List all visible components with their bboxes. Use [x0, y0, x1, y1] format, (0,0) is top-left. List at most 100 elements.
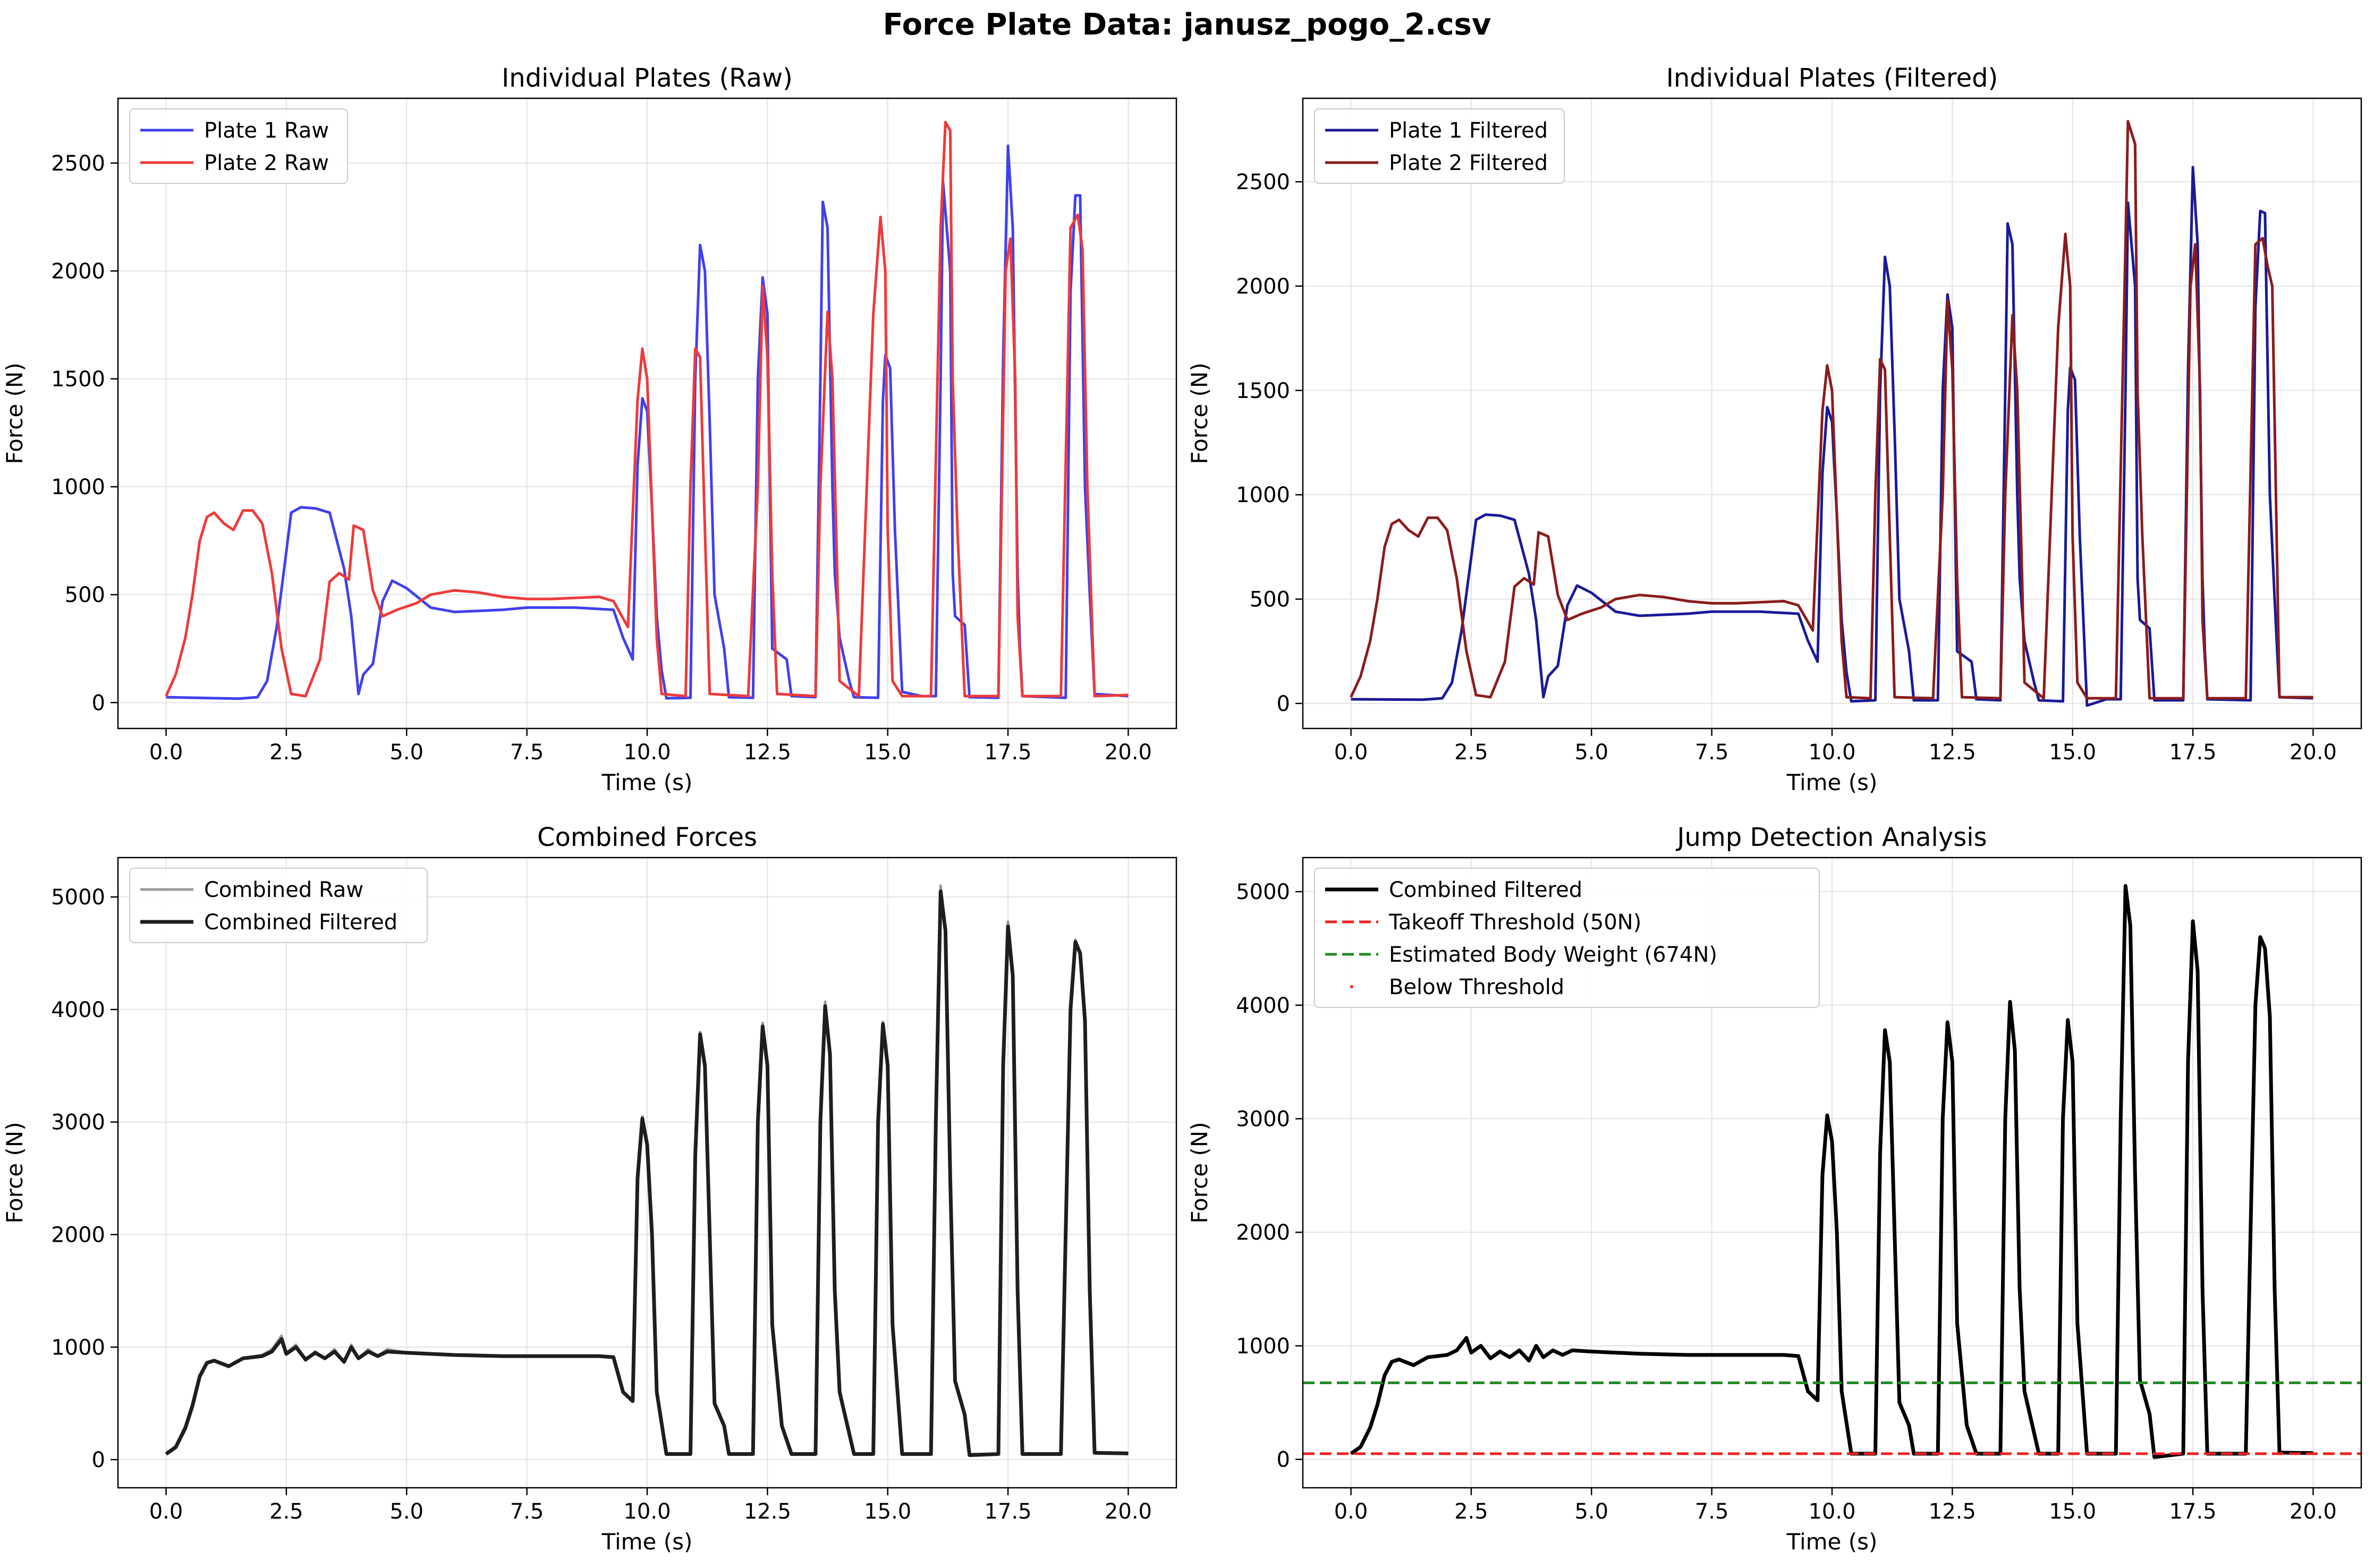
x-tick-label: 5.0	[389, 740, 423, 765]
x-tick-label: 5.0	[1574, 1499, 1608, 1524]
x-tick-label: 12.5	[744, 740, 791, 765]
panel-jump-detection: 0.0 2.5 5.0 7.5 10.0 12.5 15.0 17.5 20.0 0 1000 200…	[1186, 823, 2362, 1555]
x-tick-label: 15.0	[864, 1499, 911, 1524]
y-axis-label: Force (N)	[2, 362, 28, 464]
legend-marker-4	[1350, 985, 1353, 988]
legend-box	[1314, 868, 1820, 1008]
x-axis-label: Time (s)	[1786, 769, 1878, 795]
x-tick-label: 7.5	[510, 740, 544, 765]
x-tick-label: 2.5	[269, 1499, 303, 1524]
y-tick-label: 1000	[1236, 483, 1290, 507]
y-tick-label: 0	[92, 1448, 105, 1472]
y-tick-label: 5000	[51, 885, 105, 910]
legend-label-2: Plate 2 Raw	[204, 151, 329, 175]
y-tick-label: 500	[1250, 588, 1290, 612]
x-tick-label: 5.0	[1574, 740, 1608, 765]
y-tick-label: 2000	[51, 259, 105, 284]
panel-title: Individual Plates (Filtered)	[1666, 63, 1998, 93]
y-tick-label: 2000	[1236, 1221, 1290, 1245]
x-tick-label: 15.0	[2049, 1499, 2096, 1524]
x-tick-label: 0.0	[149, 1499, 183, 1524]
x-tick-label: 15.0	[864, 740, 911, 765]
y-tick-label: 1000	[1236, 1334, 1290, 1359]
x-tick-label: 12.5	[1929, 740, 1976, 765]
x-tick-label: 2.5	[1454, 740, 1488, 765]
y-axis-label: Force (N)	[1186, 1122, 1213, 1223]
y-tick-label: 3000	[51, 1111, 105, 1135]
y-tick-label: 2000	[51, 1223, 105, 1247]
legend-label-2: Plate 2 Filtered	[1389, 151, 1548, 175]
y-tick-label: 3000	[1236, 1107, 1290, 1131]
x-tick-label: 0.0	[149, 740, 183, 765]
x-tick-label: 20.0	[1105, 1499, 1152, 1524]
x-axis-label: Time (s)	[601, 769, 693, 795]
x-tick-label: 17.5	[2169, 1499, 2217, 1524]
panel-combined: 0.0 2.5 5.0 7.5 10.0 12.5 15.0 17.5 20.0 0 1000 200…	[2, 823, 1177, 1555]
x-tick-label: 5.0	[389, 1499, 423, 1524]
panel-title: Combined Forces	[537, 823, 757, 852]
series-line-2	[1350, 120, 2313, 700]
x-tick-label: 20.0	[2290, 1499, 2337, 1524]
x-tick-label: 20.0	[2290, 740, 2337, 765]
x-tick-label: 20.0	[1105, 740, 1152, 765]
y-tick-label: 1000	[51, 475, 105, 499]
legend-label-1: Plate 1 Filtered	[1389, 118, 1548, 143]
series-line-1	[1350, 884, 2313, 1459]
legend-label-2: Takeoff Threshold (50N)	[1388, 910, 1641, 935]
x-tick-label: 0.0	[1334, 740, 1368, 765]
legend-label-1: Combined Raw	[204, 878, 363, 902]
legend-label-2: Combined Filtered	[204, 910, 397, 935]
x-tick-label: 17.5	[985, 740, 1032, 765]
y-tick-label: 4000	[51, 998, 105, 1022]
x-tick-label: 7.5	[1695, 1499, 1729, 1524]
x-tick-label: 7.5	[1695, 740, 1729, 765]
series-line-2	[165, 121, 1129, 698]
x-tick-label: 10.0	[623, 1499, 671, 1524]
x-axis-label: Time (s)	[601, 1529, 693, 1555]
x-tick-label: 10.0	[623, 740, 671, 765]
panel-filtered: 0.0 2.5 5.0 7.5 10.0 12.5 15.0 17.5 20.0 0 500 1000…	[1186, 63, 2362, 795]
x-tick-label: 0.0	[1334, 1499, 1368, 1524]
series-line-1	[166, 144, 1129, 700]
x-tick-label: 15.0	[2049, 740, 2096, 765]
series-line-2	[165, 889, 1129, 1457]
x-tick-label: 10.0	[1808, 1499, 1855, 1524]
y-tick-label: 4000	[1236, 994, 1290, 1018]
legend-label-1: Combined Filtered	[1389, 878, 1582, 902]
y-tick-label: 1500	[51, 367, 105, 392]
figure-title: Force Plate Data: janusz_pogo_2.csv	[883, 7, 1491, 42]
y-tick-label: 0	[1277, 1448, 1290, 1472]
legend-box	[129, 108, 348, 184]
y-tick-label: 2500	[51, 151, 105, 176]
y-tick-label: 0	[92, 691, 105, 715]
panel-raw: 0.0 2.5 5.0 7.5 10.0 12.5 15.0 17.5 20.0 0 500 1000…	[2, 63, 1177, 795]
legend-box	[1314, 108, 1565, 184]
x-tick-label: 17.5	[985, 1499, 1032, 1524]
x-tick-label: 12.5	[744, 1499, 791, 1524]
y-tick-label: 0	[1277, 692, 1290, 716]
legend-label-1: Plate 1 Raw	[204, 118, 329, 143]
x-tick-label: 7.5	[510, 1499, 544, 1524]
x-axis-label: Time (s)	[1786, 1529, 1878, 1555]
y-axis-label: Force (N)	[2, 1122, 28, 1223]
y-axis-label: Force (N)	[1186, 362, 1213, 464]
legend-label-4: Below Threshold	[1389, 975, 1564, 999]
panel-title: Jump Detection Analysis	[1675, 823, 1987, 852]
y-tick-label: 2000	[1236, 274, 1290, 299]
legend-label-3: Estimated Body Weight (674N)	[1389, 943, 1717, 967]
legend-box	[129, 868, 428, 943]
y-tick-label: 1500	[1236, 379, 1290, 403]
x-tick-label: 12.5	[1929, 1499, 1976, 1524]
x-tick-label: 17.5	[2169, 740, 2217, 765]
x-tick-label: 2.5	[1454, 1499, 1488, 1524]
panel-title: Individual Plates (Raw)	[502, 63, 793, 93]
y-tick-label: 2500	[1236, 170, 1290, 194]
x-tick-label: 10.0	[1808, 740, 1855, 765]
series-line-1	[1351, 166, 2313, 707]
y-tick-label: 500	[65, 583, 105, 607]
y-tick-label: 5000	[1236, 880, 1290, 904]
y-tick-label: 1000	[51, 1335, 105, 1360]
x-tick-label: 2.5	[269, 740, 303, 765]
